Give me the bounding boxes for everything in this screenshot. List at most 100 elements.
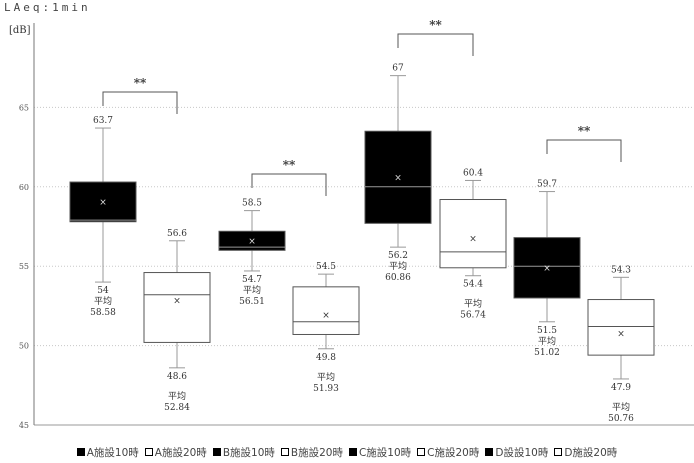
- iqr-box: [218, 230, 286, 251]
- min-value-label: 51.5: [537, 326, 557, 336]
- legend-swatch: [212, 448, 221, 456]
- mean-marker: ×: [173, 297, 181, 307]
- mean-value-label: 50.76: [608, 414, 634, 424]
- min-value-label: 54.7: [242, 275, 262, 285]
- y-tick-label: 55: [19, 262, 29, 271]
- significance-bracket: **: [546, 124, 622, 162]
- legend-item: B施設10時: [212, 445, 275, 460]
- legend-label: A施設20時: [154, 447, 207, 459]
- mean-caption: 平均: [168, 390, 186, 402]
- legend-item: D設設10時: [485, 445, 548, 460]
- min-value-label: 54.4: [463, 280, 483, 290]
- mean-caption: 平均: [317, 371, 335, 383]
- legend-item: D施設20時: [554, 445, 617, 460]
- significance-label: **: [578, 124, 591, 138]
- iqr-box: [587, 299, 655, 356]
- significance-label: **: [283, 158, 296, 172]
- mean-marker: ×: [248, 237, 256, 247]
- mean-value-label: 52.84: [164, 403, 190, 413]
- y-axis-unit-label: [dB]: [9, 25, 31, 36]
- mean-caption: 平均: [612, 401, 630, 413]
- mean-caption: 平均: [464, 298, 482, 310]
- significance-bracket: **: [102, 76, 178, 114]
- min-value-label: 48.6: [167, 372, 187, 382]
- mean-value-label: 56.74: [460, 311, 486, 321]
- iqr-box: [143, 272, 211, 343]
- legend-item: C施設10時: [348, 445, 411, 460]
- legend-item: A施設20時: [144, 445, 207, 460]
- bracket-line: [397, 33, 474, 56]
- legend-item: B施設20時: [280, 445, 343, 460]
- legend-label: B施設20時: [290, 447, 343, 459]
- legend-label: D設設10時: [495, 447, 549, 459]
- iqr-box: [364, 130, 432, 224]
- max-value-label: 59.7: [537, 180, 557, 190]
- y-tick-label: 60: [19, 183, 29, 192]
- max-value-label: 60.4: [463, 168, 483, 178]
- bracket-line: [251, 173, 327, 196]
- bracket-line: [546, 139, 622, 162]
- mean-value-label: 58.58: [90, 308, 116, 318]
- legend-item: C施設20時: [417, 445, 479, 460]
- legend-label: C施設20時: [427, 447, 480, 459]
- mean-value-label: 51.02: [534, 348, 560, 358]
- max-value-label: 67: [392, 64, 404, 74]
- iqr-box: [69, 181, 137, 223]
- mean-value-label: 51.93: [313, 384, 339, 394]
- mean-value-label: 60.86: [385, 273, 411, 283]
- legend-swatch: [485, 448, 494, 456]
- box-series-group: ×63.754平均58.58×56.648.6平均52.84×58.554.7平…: [69, 64, 655, 424]
- min-value-label: 56.2: [388, 251, 408, 261]
- mean-caption: 平均: [94, 295, 112, 307]
- legend-item: A施設10時: [76, 445, 139, 460]
- min-value-label: 47.9: [611, 383, 631, 393]
- y-axis: 45 50 55 60 65: [19, 23, 35, 430]
- significance-bracket: **: [251, 158, 327, 196]
- bracket-line: [102, 91, 178, 114]
- y-tick-label: 45: [19, 421, 29, 430]
- max-value-label: 54.5: [316, 262, 336, 272]
- legend-label: B施設10時: [222, 447, 275, 459]
- significance-bracket: **: [397, 18, 474, 56]
- max-value-label: 63.7: [93, 116, 113, 126]
- legend-label: D施設20時: [564, 447, 618, 459]
- iqr-box: [513, 237, 581, 299]
- mean-marker: ×: [394, 173, 402, 183]
- legend-swatch: [280, 448, 289, 456]
- legend-swatch: [144, 448, 153, 456]
- iqr-box: [292, 286, 360, 335]
- y-tick-label: 65: [19, 103, 29, 112]
- mean-caption: 平均: [389, 260, 407, 272]
- max-value-label: 54.3: [611, 265, 631, 275]
- gridlines: [34, 106, 694, 426]
- legend-swatch: [417, 448, 426, 456]
- max-value-label: 58.5: [242, 199, 262, 209]
- min-value-label: 54: [97, 286, 109, 296]
- significance-brackets: ** ** ** **: [102, 18, 622, 196]
- max-value-label: 56.6: [167, 229, 187, 239]
- y-tick-label: 50: [19, 342, 29, 351]
- legend-label: A施設10時: [86, 447, 139, 459]
- legend-swatch: [554, 448, 563, 456]
- significance-label: **: [134, 76, 147, 90]
- mean-value-label: 56.51: [239, 297, 265, 307]
- legend-swatch: [76, 448, 85, 456]
- mean-caption: 平均: [538, 335, 556, 347]
- mean-caption: 平均: [243, 284, 261, 296]
- mean-marker: ×: [617, 330, 625, 340]
- legend: A施設10時 A施設20時 B施設10時 B施設20時 C施設10時 C施設20時 D設設1…: [0, 445, 694, 460]
- iqr-box: [439, 199, 507, 269]
- mean-marker: ×: [469, 235, 477, 245]
- min-value-label: 49.8: [316, 353, 336, 363]
- mean-marker: ×: [322, 311, 330, 321]
- mean-marker: ×: [99, 198, 107, 208]
